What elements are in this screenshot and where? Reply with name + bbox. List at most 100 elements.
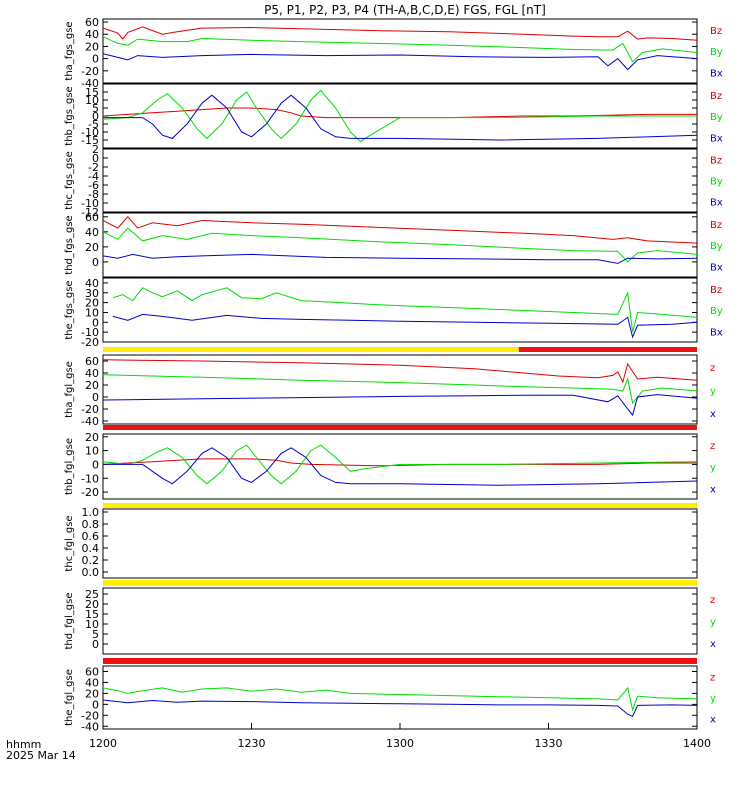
y-tick-label: -12 — [81, 206, 99, 219]
y-tick-label: -40 — [81, 77, 99, 90]
y-tick-label: 0 — [92, 53, 99, 66]
y-tick-label: -8 — [88, 188, 99, 201]
legend-By: By — [710, 112, 723, 123]
legend-By: By — [710, 177, 723, 188]
series-line-z — [103, 359, 697, 384]
series-line-Bx — [112, 313, 697, 339]
y-tick-label: 10 — [85, 445, 99, 458]
tha-fgl-state-bar — [103, 425, 697, 430]
legend-Bz: Bz — [710, 156, 722, 167]
y-tick-label: 60 — [85, 355, 99, 368]
legend-x: x — [710, 639, 716, 650]
y-tick-label: -2 — [88, 161, 99, 174]
y-axis-label: tha_fgl_gse — [64, 361, 75, 418]
y-tick-label: 60 — [85, 16, 99, 29]
y-tick-label: 20 — [85, 598, 99, 611]
series-line-y — [103, 686, 697, 712]
y-tick-label: 0.6 — [82, 530, 100, 543]
y-tick-label: -10 — [81, 472, 99, 485]
y-tick-label: 20 — [85, 431, 99, 444]
legend-By: By — [710, 241, 723, 252]
thb-fgl-state-bar — [103, 503, 697, 508]
y-axis-label: thc_fgs_gse — [64, 151, 75, 210]
x-tick-label: 1300 — [386, 737, 414, 750]
legend-Bz: Bz — [710, 220, 722, 231]
legend-Bz: Bz — [710, 91, 722, 102]
y-tick-label: -10 — [81, 126, 99, 139]
y-tick-label: 40 — [85, 277, 99, 290]
series-line-x — [103, 699, 697, 718]
panel-frame — [102, 665, 698, 730]
y-axis-label: thd_fgl_gse — [64, 593, 75, 650]
series-line-x — [103, 394, 697, 417]
y-axis-label: thd_fgs_gse — [64, 215, 75, 274]
the-fgs-state-bar — [518, 347, 697, 352]
x-tick-label: 1230 — [238, 737, 266, 750]
y-axis-label: tha_fgs_gse — [64, 21, 75, 80]
y-axis-label: thc_fgl_gse — [64, 515, 75, 571]
panel-thc_fgs_gse: -12-10-8-6-4-202 thc_fgs_gse Bz By Bx — [64, 143, 723, 219]
series-line-Bx — [103, 253, 697, 264]
y-tick-label: 20 — [85, 241, 99, 254]
y-tick-label: 0.4 — [82, 542, 100, 555]
legend-x: x — [710, 409, 716, 420]
plot-title: P5, P1, P2, P3, P4 (TH-A,B,C,D,E) FGS, F… — [264, 3, 546, 17]
series-line-By — [103, 36, 697, 63]
y-tick-label: 20 — [85, 379, 99, 392]
legend-y: y — [710, 463, 716, 474]
series-line-z — [103, 458, 697, 467]
legend-y: y — [710, 386, 716, 397]
y-axis-label: the_fgl_gse — [64, 669, 75, 726]
x-tick-label: 1330 — [535, 737, 563, 750]
footer-hhmm-label: hhmm — [6, 738, 41, 751]
y-tick-label: 0 — [92, 110, 99, 123]
legend-By: By — [710, 47, 723, 58]
panel-frame — [102, 433, 698, 500]
y-tick-label: -5 — [88, 118, 99, 131]
legend-Bx: Bx — [710, 198, 723, 209]
series-line-Bz — [103, 216, 697, 244]
legend-z: z — [710, 441, 715, 452]
y-tick-label: 15 — [85, 86, 99, 99]
y-tick-label: -20 — [81, 65, 99, 78]
y-tick-label: 40 — [85, 226, 99, 239]
y-tick-label: -20 — [81, 486, 99, 499]
y-tick-label: -10 — [81, 326, 99, 339]
series-line-y — [103, 374, 697, 405]
series-line-Bz — [103, 26, 697, 41]
legend-By: By — [710, 306, 723, 317]
y-tick-label: 10 — [85, 618, 99, 631]
status-bars — [103, 347, 697, 664]
y-tick-label: 10 — [85, 94, 99, 107]
y-tick-label: 0 — [92, 316, 99, 329]
panel-frame — [102, 212, 698, 278]
y-axis-label: the_fgs_gse — [64, 280, 75, 339]
series-line-By — [112, 287, 697, 333]
footer-date-label: 2025 Mar 14 — [6, 749, 76, 762]
series-line-Bx — [103, 53, 697, 71]
panel-frame — [102, 277, 698, 343]
y-tick-label: -10 — [81, 197, 99, 210]
y-tick-label: 40 — [85, 676, 99, 689]
y-tick-label: -4 — [88, 170, 99, 183]
legend-Bx: Bx — [710, 133, 723, 144]
legend-x: x — [710, 715, 716, 726]
the-fgs-state-bar — [103, 347, 519, 352]
y-axis-label: thb_fgs_gse — [64, 86, 75, 145]
y-tick-label: -20 — [81, 336, 99, 349]
series-line-By — [103, 89, 697, 143]
legend-Bx: Bx — [710, 327, 723, 338]
y-tick-label: 0.0 — [82, 566, 100, 579]
panel-frame — [102, 354, 698, 425]
x-tick-label: 1200 — [89, 737, 117, 750]
series-line-By — [103, 227, 697, 263]
panel-thd_fgs_gse: 0 20 40 60 thd_fgs_gse Bz By Bx — [64, 211, 723, 278]
thd-fgl-state-bar — [103, 658, 697, 664]
panel-frame — [102, 508, 698, 579]
